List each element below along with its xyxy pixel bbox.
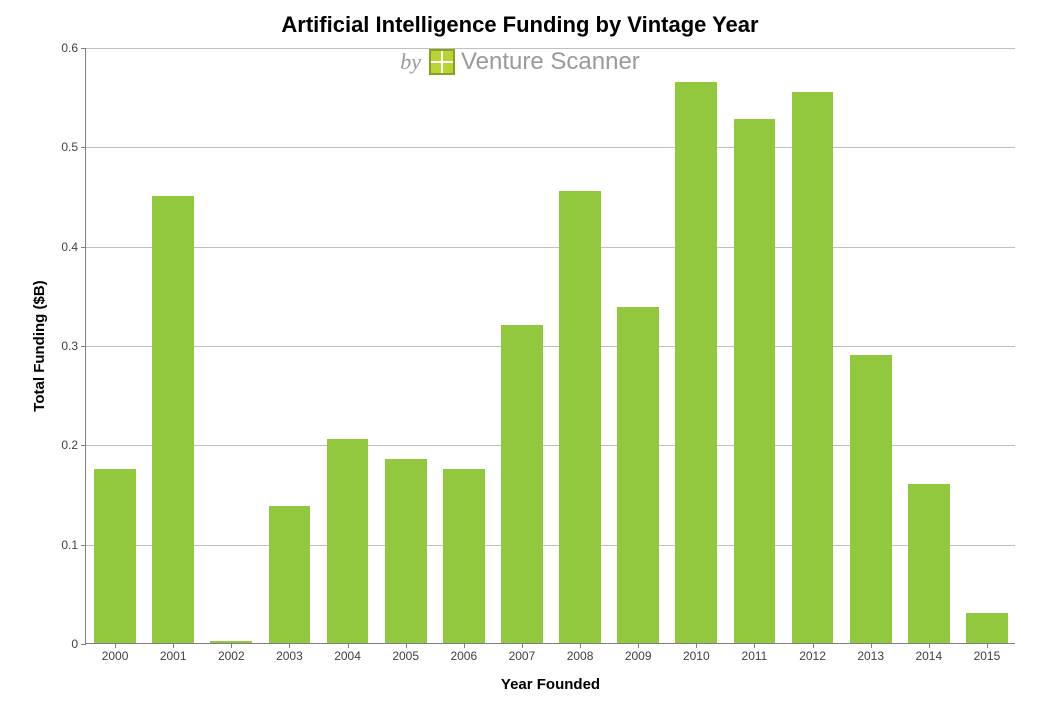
grid-line — [86, 346, 1015, 347]
grid-line — [86, 48, 1015, 49]
y-tick-label: 0.1 — [61, 538, 86, 552]
x-tick-label: 2012 — [799, 643, 826, 663]
x-tick-label: 2002 — [218, 643, 245, 663]
bar — [908, 484, 950, 643]
y-tick-label: 0.5 — [61, 140, 86, 154]
x-tick-label: 2015 — [974, 643, 1001, 663]
x-tick-label: 2007 — [509, 643, 536, 663]
y-tick-label: 0.2 — [61, 438, 86, 452]
x-tick-label: 2005 — [392, 643, 419, 663]
x-tick-label: 2008 — [567, 643, 594, 663]
y-tick-label: 0.6 — [61, 41, 86, 55]
x-tick-label: 2011 — [742, 643, 768, 663]
x-tick-label: 2009 — [625, 643, 652, 663]
bar — [94, 469, 136, 643]
bar — [501, 325, 543, 643]
grid-line — [86, 247, 1015, 248]
bar — [617, 307, 659, 643]
x-tick-label: 2014 — [915, 643, 942, 663]
bar — [385, 459, 427, 643]
bar — [443, 469, 485, 643]
x-tick-label: 2000 — [102, 643, 129, 663]
bar — [850, 355, 892, 643]
plot-area: Total Funding ($B) Year Founded 00.10.20… — [85, 48, 1015, 644]
bar — [327, 439, 369, 643]
x-tick-label: 2010 — [683, 643, 710, 663]
x-tick-label: 2001 — [160, 643, 187, 663]
x-tick-label: 2006 — [450, 643, 477, 663]
bar — [966, 613, 1008, 643]
x-tick-label: 2013 — [857, 643, 884, 663]
y-axis-label: Total Funding ($B) — [31, 280, 48, 411]
x-tick-label: 2004 — [334, 643, 361, 663]
bar — [734, 119, 776, 643]
y-tick-label: 0.3 — [61, 339, 86, 353]
bar — [152, 196, 194, 643]
grid-line — [86, 147, 1015, 148]
x-axis-label: Year Founded — [501, 676, 600, 693]
x-tick-label: 2003 — [276, 643, 303, 663]
chart-container: Artificial Intelligence Funding by Vinta… — [0, 0, 1040, 720]
chart-title: Artificial Intelligence Funding by Vinta… — [0, 12, 1040, 38]
y-tick-label: 0 — [71, 637, 86, 651]
bar — [675, 82, 717, 643]
y-tick-label: 0.4 — [61, 240, 86, 254]
bar — [559, 191, 601, 643]
bar — [792, 92, 834, 643]
bar — [269, 506, 311, 643]
